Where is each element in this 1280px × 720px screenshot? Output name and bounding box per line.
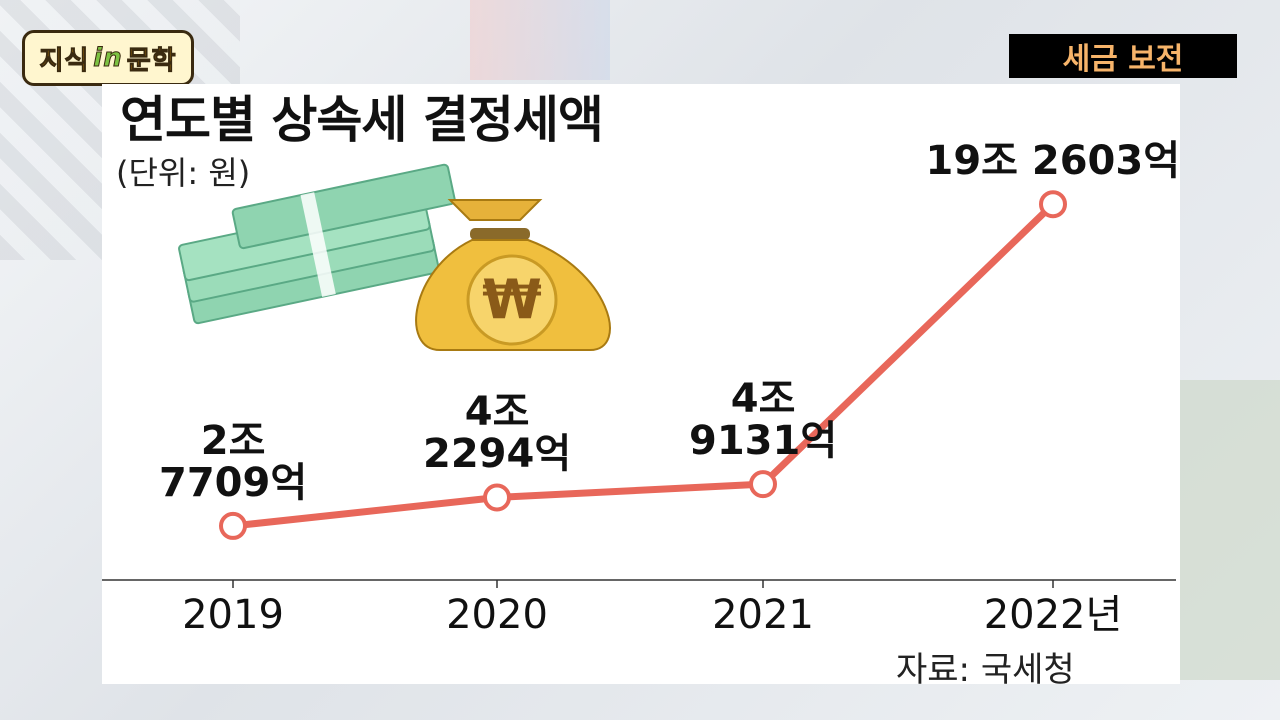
data-label: 4조 9131억	[689, 378, 837, 462]
background-money-decoration	[1170, 380, 1280, 680]
source-label: 자료: 국세청	[896, 650, 1075, 690]
data-label: 19조 2603억	[926, 140, 1181, 182]
x-tick-label: 2022년	[984, 592, 1123, 638]
data-label-line: 4조	[730, 376, 796, 423]
data-point	[219, 511, 247, 540]
data-label-line: 2294억	[423, 431, 572, 478]
money-illustration: ₩	[178, 163, 611, 351]
x-tick-label: 2019	[182, 592, 284, 638]
data-label-line: 2조	[200, 417, 266, 464]
topic-label: 세금 보전	[1009, 34, 1237, 78]
chart-card	[102, 84, 1180, 684]
data-label-line: 19조 2603억	[925, 138, 1181, 185]
data-label-line: 7709억	[159, 459, 308, 506]
chart-title: 연도별 상속세 결정세액	[120, 91, 604, 149]
x-tick-label: 2021	[712, 592, 814, 638]
data-point	[749, 470, 777, 499]
x-tick-label: 2020	[446, 592, 548, 638]
svg-text:₩: ₩	[482, 268, 542, 331]
data-label: 2조 7709억	[159, 420, 307, 504]
logo-text-b: in	[93, 43, 123, 74]
logo-text-c: 문학	[126, 45, 177, 76]
data-point	[1039, 190, 1067, 219]
data-point	[483, 483, 511, 512]
unit-label: (단위: 원)	[116, 154, 251, 192]
series-line	[232, 201, 1056, 530]
data-label-line: 4조	[464, 389, 530, 436]
logo-text-a: 지식	[39, 45, 90, 76]
background-chart-decoration	[470, 0, 610, 80]
data-label-line: 9131억	[689, 418, 838, 465]
channel-logo: 지식 in 문학	[22, 30, 194, 86]
data-label: 4조 2294억	[423, 391, 571, 475]
